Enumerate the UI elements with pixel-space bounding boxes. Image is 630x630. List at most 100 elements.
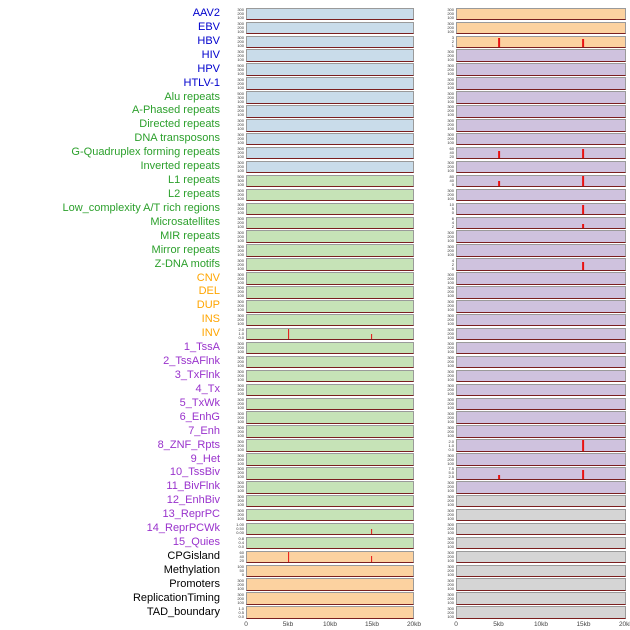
track-panel-right — [456, 313, 626, 327]
y-axis-tick-label: 100 — [237, 70, 244, 76]
y-axis-tick-label: 100 — [237, 237, 244, 243]
y-axis-ticks-left: 300 200 100 — [224, 383, 246, 397]
y-axis-tick-label: 200 — [237, 289, 244, 295]
track-row: Microsatellites 300 200 100 6 4 2 — [0, 216, 630, 230]
y-axis-tick-label: 200 — [447, 414, 454, 420]
y-axis-tick-label: 300 — [447, 341, 454, 347]
y-axis-ticks-left: 60 40 20 — [224, 550, 246, 564]
y-axis-tick-label: 200 — [447, 456, 454, 462]
track-panel-right — [456, 63, 626, 76]
y-axis-ticks-left: 300 200 100 — [224, 160, 246, 174]
y-axis-tick-label: 200 — [237, 136, 244, 142]
y-axis-ticks-right: 300 200 100 — [414, 606, 456, 620]
y-axis-tick-label: 300 — [237, 257, 244, 263]
track-panel-left — [246, 397, 414, 410]
y-axis-ticks-left: 300 200 100 — [224, 508, 246, 522]
y-axis-tick-label: 1.0 — [238, 331, 244, 337]
track-row: Low_complexity A/T rich regions 300 200 100… — [0, 202, 630, 216]
y-axis-ticks-left: 2.0 1.0 0.0 — [224, 327, 246, 341]
x-axis-tick-label: 20kb — [618, 620, 630, 628]
track-panel-right — [456, 592, 626, 605]
track-panel-right — [456, 21, 626, 35]
y-axis-tick-label: 0.0 — [238, 335, 244, 341]
y-axis-tick-label: 300 — [447, 368, 454, 374]
y-axis-tick-label: 200 — [447, 540, 454, 546]
y-axis-tick-label: 200 — [447, 94, 454, 100]
y-axis-tick-label: 300 — [447, 285, 454, 291]
track-row: Directed repeats 300 200 100 300 200 100 — [0, 118, 630, 132]
y-axis-tick-label: 200 — [447, 275, 454, 281]
x-axis-tick-label: 5kb — [282, 620, 294, 628]
track-row: AAV2 300 200 100 300 200 100 — [0, 7, 630, 21]
y-axis-tick-label: 1.00 — [236, 522, 244, 528]
track-label: Z-DNA motifs — [154, 257, 220, 270]
track-label: Directed repeats — [139, 118, 220, 131]
track-panel-right — [456, 383, 626, 397]
track-panel-right — [456, 119, 626, 132]
y-axis-ticks-right: 300 200 100 — [414, 313, 456, 327]
y-axis-tick-label: 200 — [447, 498, 454, 504]
track-row: HTLV-1 300 200 100 300 200 100 — [0, 77, 630, 91]
track-panel-right — [456, 230, 626, 243]
y-axis-tick-label: 200 — [447, 400, 454, 406]
y-axis-tick-label: 300 — [447, 424, 454, 430]
track-row: CNV 300 200 100 300 200 100 — [0, 272, 630, 286]
y-axis-tick-label: 0.0 — [238, 544, 244, 550]
track-panel-right — [456, 536, 626, 550]
y-axis-ticks-left: 300 200 100 — [224, 453, 246, 467]
x-axis-tick-label: 5kb — [493, 620, 504, 628]
track-panel-left — [246, 188, 414, 202]
y-axis-tick-label: 1.0 — [448, 442, 454, 448]
y-axis-tick-label: 300 — [447, 118, 454, 124]
y-axis-tick-label: 100 — [237, 321, 244, 327]
y-axis-tick-label: 100 — [447, 15, 454, 20]
y-axis-tick-label: 100 — [237, 84, 244, 90]
track-panel-left — [246, 467, 414, 480]
track-label: MIR repeats — [160, 229, 220, 242]
track-row: 7_Enh 300 200 100 300 200 100 — [0, 425, 630, 439]
signal-spike — [287, 329, 290, 340]
y-axis-tick-label: 100 — [237, 42, 244, 48]
y-axis-tick-label: 2 — [451, 38, 454, 44]
y-axis-ticks-left: 300 200 100 — [224, 369, 246, 383]
track-row: MIR repeats 300 200 100 300 200 100 — [0, 230, 630, 244]
y-axis-tick-label: 80 — [449, 174, 454, 180]
y-axis-tick-label: 100 — [237, 516, 244, 522]
track-panel-right — [456, 355, 626, 369]
track-panel-right — [456, 272, 626, 285]
y-axis-tick-label: 300 — [447, 313, 454, 319]
y-axis-ticks-right: 300 200 100 — [414, 285, 456, 299]
y-axis-ticks-left: 500 300 100 — [224, 63, 246, 77]
x-axis-spacer — [0, 620, 224, 630]
y-axis-ticks-left: 300 200 100 — [224, 272, 246, 286]
track-row: DUP 300 200 100 300 200 100 — [0, 299, 630, 313]
y-axis-tick-label: 4 — [451, 219, 454, 225]
y-axis-tick-label: 200 — [237, 164, 244, 170]
signal-spike — [370, 555, 373, 563]
track-panel-left — [246, 592, 414, 605]
y-axis-tick-label: 300 — [447, 382, 454, 388]
y-axis-ticks-right: 300 200 100 — [414, 453, 456, 467]
y-axis-tick-label: 10 — [449, 201, 454, 207]
y-axis-tick-label: 0.8 — [238, 536, 244, 542]
y-axis-tick-label: 300 — [447, 605, 454, 611]
y-axis-tick-label: 300 — [237, 48, 244, 54]
track-panel-left — [246, 578, 414, 591]
y-axis-tick-label: 300 — [237, 243, 244, 249]
y-axis-tick-label: 300 — [237, 146, 244, 152]
y-axis-tick-label: 200 — [447, 567, 454, 573]
y-axis-tick-label: 200 — [237, 52, 244, 58]
track-label: Alu repeats — [164, 90, 220, 103]
y-axis-ticks-left: 300 200 100 — [224, 494, 246, 508]
y-axis-ticks-left: 300 200 100 — [224, 104, 246, 118]
track-panel-right — [456, 494, 626, 508]
y-axis-tick-label: 200 — [237, 595, 244, 601]
track-panel-left — [246, 132, 414, 146]
y-axis-tick-label: 100 — [447, 502, 454, 508]
y-axis-tick-label: 60 — [449, 146, 454, 152]
y-axis-ticks-right: 300 200 100 — [414, 411, 456, 425]
y-axis-ticks-left: 300 200 100 — [224, 355, 246, 369]
y-axis-tick-label: 300 — [237, 7, 244, 12]
y-axis-tick-label: 300 — [447, 577, 454, 583]
y-axis-tick-label: 200 — [237, 24, 244, 30]
